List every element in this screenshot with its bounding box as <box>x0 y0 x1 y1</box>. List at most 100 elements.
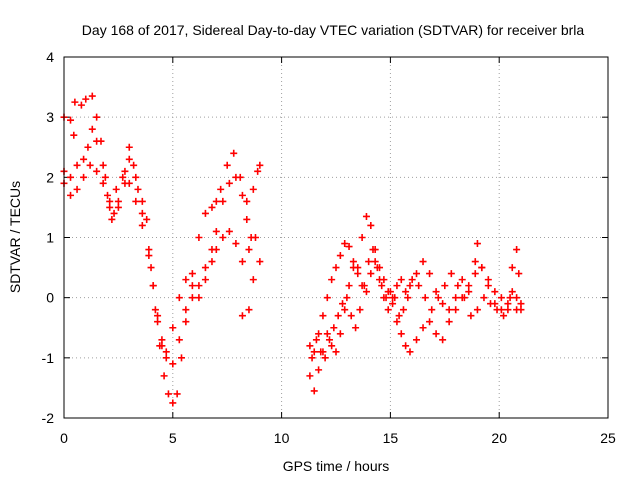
data-point <box>373 264 381 272</box>
data-point <box>230 149 238 157</box>
y-tick-labels: -2 -1 0 1 2 3 4 <box>42 49 55 426</box>
data-point <box>201 209 209 217</box>
data-point <box>384 306 392 314</box>
data-point <box>147 264 155 272</box>
data-point <box>219 234 227 241</box>
data-point <box>382 294 390 302</box>
data-point <box>441 282 449 290</box>
data-point <box>125 143 133 151</box>
data-point <box>104 191 112 199</box>
data-point <box>306 342 314 350</box>
data-point <box>143 215 151 223</box>
data-point <box>341 240 349 248</box>
data-point <box>478 264 486 272</box>
data-point <box>480 294 488 302</box>
data-point <box>434 294 442 302</box>
data-point <box>325 336 333 344</box>
data-point <box>369 246 377 254</box>
data-point <box>84 143 92 151</box>
data-point <box>212 197 220 205</box>
data-point <box>119 173 127 181</box>
data-point <box>484 282 492 290</box>
data-point <box>367 221 375 229</box>
data-point <box>378 282 386 290</box>
data-point <box>208 258 216 266</box>
data-point <box>243 197 251 205</box>
data-point <box>125 179 133 187</box>
data-point <box>80 155 88 163</box>
data-point <box>406 348 414 356</box>
data-point <box>225 179 233 187</box>
data-point <box>336 330 344 338</box>
data-point <box>395 312 403 320</box>
data-point <box>447 270 455 278</box>
chart-title: Day 168 of 2017, Sidereal Day-to-day VTE… <box>82 22 585 38</box>
data-point <box>515 270 523 278</box>
data-point <box>458 276 466 284</box>
data-point <box>354 270 362 278</box>
data-point <box>319 312 327 320</box>
data-points <box>60 92 525 407</box>
data-point <box>182 276 190 284</box>
data-point <box>330 324 338 332</box>
data-point <box>323 330 331 338</box>
data-point <box>82 95 90 103</box>
data-point <box>232 240 240 248</box>
data-point <box>339 300 347 308</box>
data-point <box>158 336 166 344</box>
data-point <box>164 390 172 398</box>
data-point <box>238 258 246 266</box>
data-point <box>334 312 342 320</box>
y-axis-label: SDTVAR / TECUs <box>7 181 23 293</box>
data-point <box>473 240 481 248</box>
data-point <box>188 282 196 290</box>
data-point <box>504 300 512 308</box>
data-point <box>169 360 177 368</box>
data-point <box>467 312 475 320</box>
x-tick-label: 0 <box>60 430 68 446</box>
x-tick-label: 15 <box>383 430 399 446</box>
data-point <box>188 294 196 302</box>
data-point <box>513 246 521 254</box>
data-point <box>332 264 340 272</box>
data-point <box>336 252 344 260</box>
data-point <box>99 161 107 169</box>
data-point <box>254 167 262 175</box>
data-point <box>465 282 473 290</box>
data-point <box>169 399 177 407</box>
y-tick-label: -2 <box>42 410 55 426</box>
data-point <box>517 300 525 308</box>
data-point <box>154 318 162 326</box>
data-point <box>114 203 122 211</box>
data-point <box>341 306 349 314</box>
data-point <box>426 270 434 278</box>
data-point <box>399 306 407 314</box>
data-point <box>362 288 370 296</box>
data-point <box>249 276 257 284</box>
data-point <box>413 336 421 344</box>
data-point <box>376 276 384 284</box>
data-point <box>73 161 81 169</box>
data-point <box>195 294 203 302</box>
data-point <box>323 294 331 302</box>
data-point <box>138 221 146 229</box>
data-point <box>391 294 399 302</box>
data-point <box>132 173 140 181</box>
y-tick-label: 3 <box>46 109 54 125</box>
data-point <box>88 125 96 133</box>
data-point <box>491 288 499 296</box>
data-point <box>249 185 257 193</box>
data-point <box>471 258 479 266</box>
data-point <box>99 179 107 187</box>
data-point <box>232 173 240 181</box>
data-point <box>70 131 78 139</box>
data-point <box>162 354 170 362</box>
data-point <box>112 185 120 193</box>
data-point <box>432 288 440 296</box>
data-point <box>106 197 114 205</box>
data-point <box>93 113 101 121</box>
data-point <box>349 258 357 266</box>
data-point <box>362 212 370 220</box>
data-point <box>452 294 460 302</box>
